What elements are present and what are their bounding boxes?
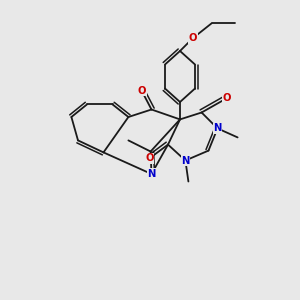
Text: O: O (145, 153, 154, 164)
Text: O: O (188, 33, 197, 43)
Text: N: N (147, 169, 156, 179)
Text: O: O (222, 93, 231, 103)
Text: O: O (137, 85, 146, 96)
Text: N: N (181, 155, 190, 166)
Text: N: N (213, 123, 222, 134)
